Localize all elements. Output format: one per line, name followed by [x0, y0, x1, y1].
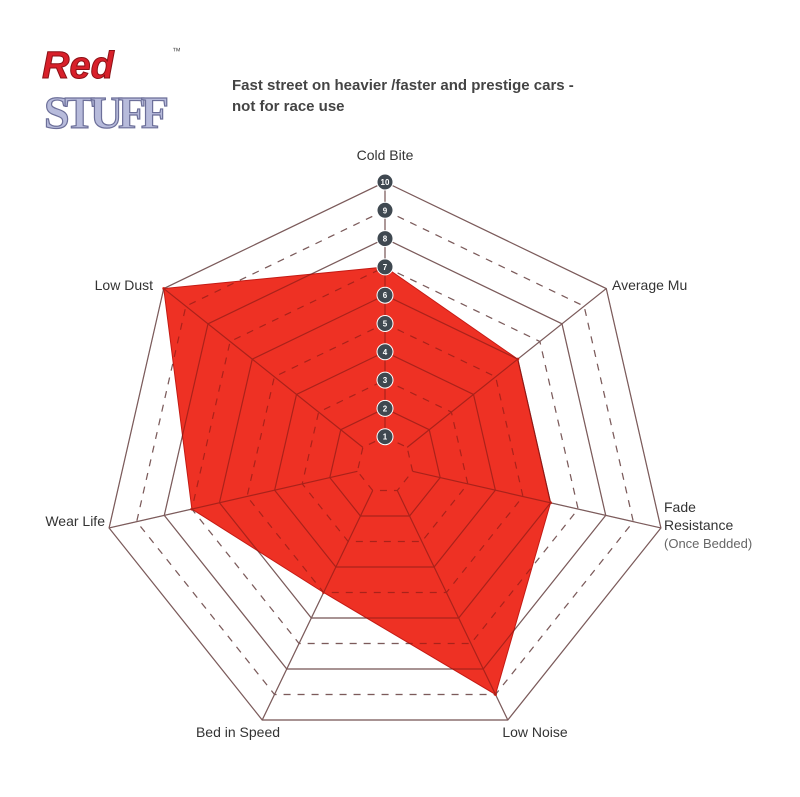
axis-label-cold-bite: Cold Bite — [357, 147, 414, 163]
scale-badge-9 — [376, 201, 394, 219]
grid-ring-1 — [356, 436, 414, 492]
axis-line — [261, 490, 374, 721]
data-point-fade-resistance — [549, 501, 553, 505]
scale-tick-label: 2 — [383, 404, 388, 413]
radar-series — [162, 265, 553, 696]
axis-label-low-noise: Low Noise — [502, 724, 568, 740]
grid-ring-2 — [329, 407, 441, 517]
grid-ring-8 — [163, 237, 607, 670]
axis-label-wear-life: Wear Life — [45, 513, 105, 529]
data-point-wear-life — [190, 507, 194, 511]
axis-labels: Cold Bite Average Mu Fade Resistance (Once B… — [45, 147, 752, 740]
axis-line — [412, 470, 662, 529]
axis-label-low-dust: Low Dust — [95, 277, 153, 293]
scale-tick-label: 9 — [383, 206, 388, 215]
scale-badge-2 — [376, 399, 394, 417]
grid-ring-10 — [108, 181, 662, 721]
axis-line — [396, 490, 509, 721]
data-point-average-mu — [516, 357, 520, 361]
svg-text:STUFF: STUFF — [44, 87, 169, 133]
scale-tick-label: 7 — [383, 263, 388, 272]
scale-badge-3 — [376, 371, 394, 389]
grid-ring-4 — [273, 351, 497, 568]
grid-ring-6 — [218, 294, 552, 619]
axis-label-note: (Once Bedded) — [664, 536, 752, 551]
grid-ring-5 — [246, 322, 524, 594]
data-point-low-dust — [162, 287, 166, 291]
scale-tick-label: 10 — [381, 178, 390, 187]
grid-ring-10 — [108, 181, 662, 721]
scale-tick-label: 5 — [383, 320, 388, 329]
subtitle-line-2: not for race use — [232, 98, 345, 115]
chart-subtitle: Fast street on heavier /faster and prest… — [232, 75, 652, 117]
svg-text:™: ™ — [172, 46, 180, 56]
subtitle-line-1: Fast street on heavier /faster and prest… — [232, 77, 574, 94]
svg-text:Red: Red — [42, 45, 115, 87]
scale-badge-7 — [376, 258, 394, 276]
grid-ring-7 — [191, 266, 579, 645]
axis-label-resistance: Resistance — [664, 517, 733, 533]
axis-label-fade: Fade — [664, 499, 696, 515]
grid-ring-7 — [191, 266, 579, 645]
scale-badge-5 — [376, 315, 394, 332]
grid-ring-9 — [136, 209, 634, 696]
scale-tick-label: 4 — [383, 348, 388, 357]
axis-label-average-mu: Average Mu — [612, 277, 687, 293]
scale-badge-1 — [376, 428, 394, 446]
scale-badge-10 — [376, 173, 394, 191]
data-point-bed-in-speed — [322, 590, 326, 594]
axis-label-bed-in-speed: Bed in Speed — [196, 724, 280, 740]
scale-tick-label: 3 — [383, 376, 388, 385]
scale-badge-8 — [376, 230, 394, 248]
axis-line — [406, 288, 607, 448]
series-area — [163, 266, 552, 696]
grid-ring-3 — [301, 379, 469, 543]
scale-tick-label: 8 — [383, 235, 388, 244]
scale-badge-4 — [376, 343, 394, 361]
axis-line — [108, 470, 358, 529]
axis-line — [163, 288, 364, 448]
redstuff-logo: Red STUFF ™ — [40, 38, 182, 139]
data-point-low-noise — [494, 692, 498, 696]
radar-grid-overlay — [108, 181, 662, 721]
scale-tick-label: 1 — [383, 433, 388, 442]
scale-badge-6 — [376, 286, 394, 304]
scale-tick-label: 6 — [383, 291, 388, 300]
scale-badges: 1 2 3 4 5 6 7 8 9 10 — [376, 173, 394, 446]
